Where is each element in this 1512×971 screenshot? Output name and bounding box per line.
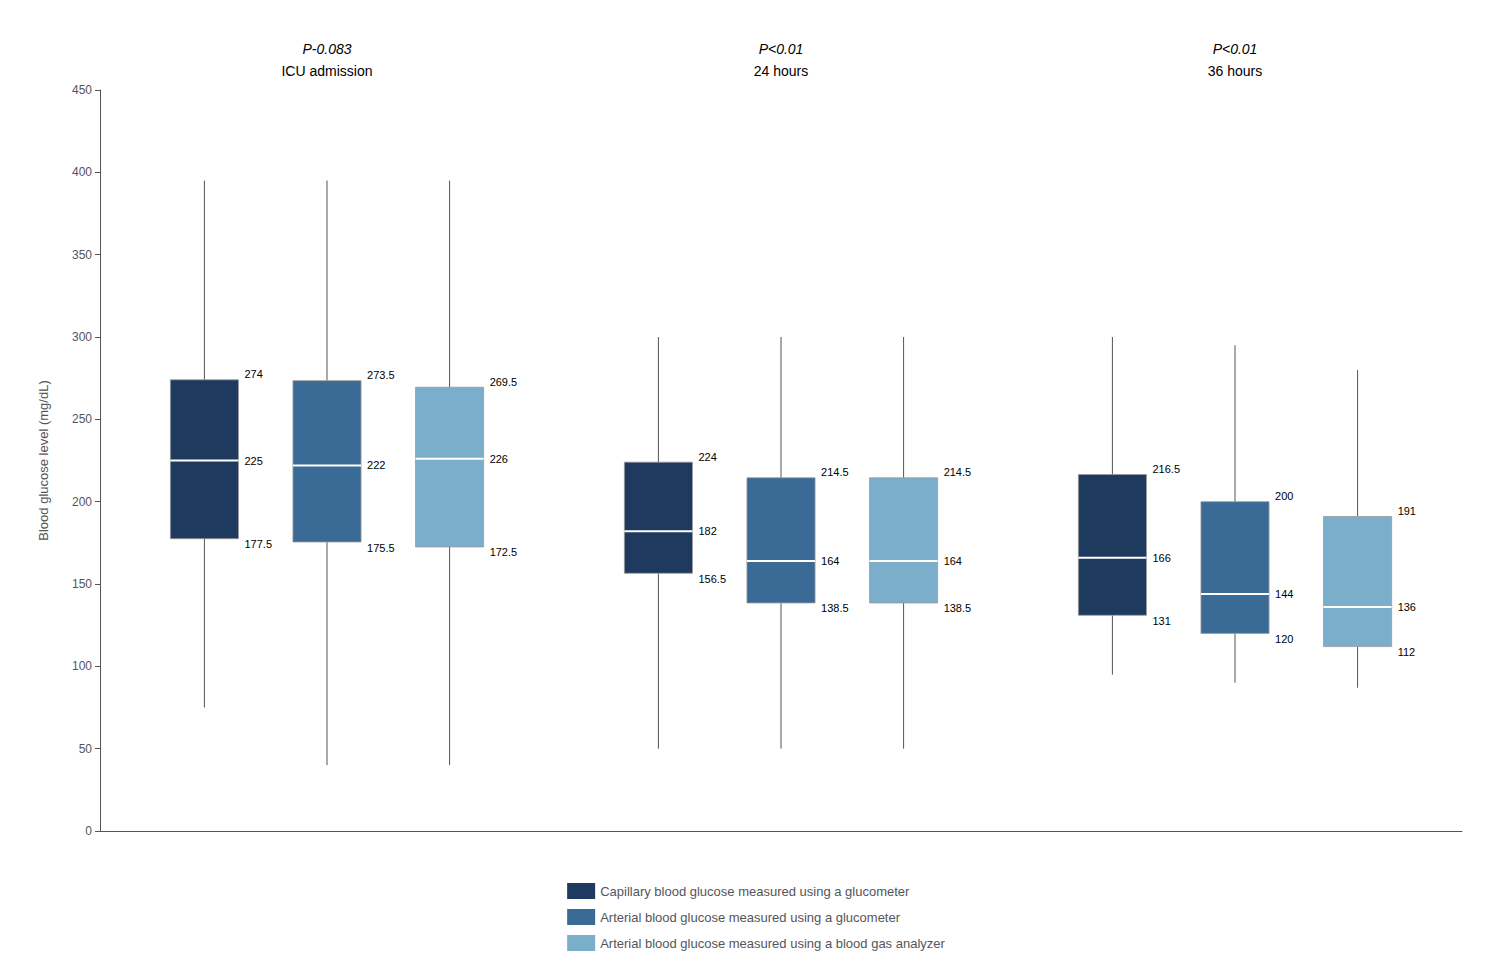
svg-text:214.5: 214.5: [821, 466, 849, 478]
svg-text:177.5: 177.5: [244, 538, 272, 550]
svg-text:136: 136: [1398, 601, 1416, 613]
svg-text:Capillary blood glucose measur: Capillary blood glucose measured using a…: [600, 884, 910, 899]
svg-text:225: 225: [244, 455, 262, 467]
svg-text:0: 0: [85, 824, 92, 838]
svg-text:36 hours: 36 hours: [1208, 63, 1262, 79]
svg-text:Blood glucose level (mg/dL): Blood glucose level (mg/dL): [36, 380, 51, 540]
svg-text:269.5: 269.5: [490, 376, 518, 388]
svg-text:273.5: 273.5: [367, 369, 395, 381]
svg-text:164: 164: [821, 555, 839, 567]
svg-text:P<0.01: P<0.01: [759, 41, 804, 57]
svg-text:138.5: 138.5: [821, 602, 849, 614]
svg-text:112: 112: [1398, 646, 1416, 658]
svg-text:Arterial blood glucose measure: Arterial blood glucose measured using a …: [600, 910, 901, 925]
svg-text:138.5: 138.5: [944, 602, 972, 614]
svg-text:164: 164: [944, 555, 962, 567]
svg-text:224: 224: [698, 451, 716, 463]
svg-text:150: 150: [72, 577, 92, 591]
svg-text:144: 144: [1275, 588, 1293, 600]
svg-text:300: 300: [72, 330, 92, 344]
svg-text:191: 191: [1398, 505, 1416, 517]
svg-text:222: 222: [367, 459, 385, 471]
svg-text:274: 274: [244, 368, 262, 380]
svg-text:200: 200: [72, 495, 92, 509]
svg-text:182: 182: [698, 525, 716, 537]
svg-text:166: 166: [1152, 552, 1170, 564]
svg-text:400: 400: [72, 165, 92, 179]
svg-text:24 hours: 24 hours: [754, 63, 808, 79]
svg-text:50: 50: [79, 742, 93, 756]
svg-text:250: 250: [72, 412, 92, 426]
svg-text:131: 131: [1152, 615, 1170, 627]
svg-text:P-0.083: P-0.083: [302, 41, 351, 57]
svg-text:450: 450: [72, 83, 92, 97]
svg-text:172.5: 172.5: [490, 546, 518, 558]
svg-text:200: 200: [1275, 490, 1293, 502]
svg-text:226: 226: [490, 453, 508, 465]
svg-text:216.5: 216.5: [1152, 463, 1180, 475]
svg-text:Arterial blood glucose measure: Arterial blood glucose measured using a …: [600, 936, 945, 951]
svg-text:175.5: 175.5: [367, 542, 395, 554]
svg-text:156.5: 156.5: [698, 573, 726, 585]
svg-text:P<0.01: P<0.01: [1213, 41, 1258, 57]
svg-text:120: 120: [1275, 633, 1293, 645]
svg-text:100: 100: [72, 659, 92, 673]
svg-text:214.5: 214.5: [944, 466, 972, 478]
svg-text:350: 350: [72, 248, 92, 262]
svg-text:ICU admission: ICU admission: [281, 63, 372, 79]
